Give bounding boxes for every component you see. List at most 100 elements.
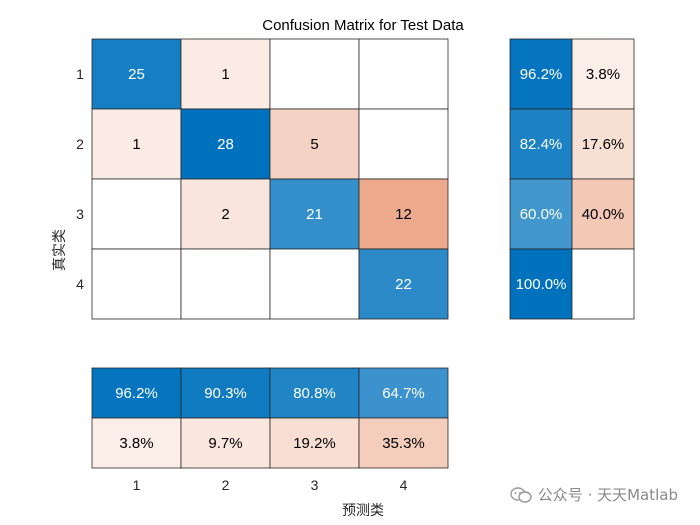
chart-title: Confusion Matrix for Test Data — [262, 17, 464, 34]
matrix-cell-1-3 — [269, 38, 360, 110]
x-axis-label: 预测类 — [342, 503, 384, 519]
column-summary-cell-2-4: 35.3% — [358, 417, 449, 469]
matrix-cell-1-4 — [358, 38, 449, 110]
matrix-cell-3-2-rect — [180, 178, 271, 250]
column-summary-cell-1-1-label: 96.2% — [115, 385, 158, 402]
column-summary-cell-1-2-rect — [180, 367, 271, 419]
matrix-cell-3-1-rect — [91, 178, 182, 250]
matrix-cell-4-2-rect — [180, 248, 271, 320]
row-summary-cell-2-2: 17.6% — [571, 108, 635, 180]
column-summary-grid: 96.2% 90.3% 80.8% 64.7% 3.8% 9.7% 19.2% 35.3% — [91, 367, 449, 469]
wechat-icon — [510, 486, 532, 503]
matrix-cell-2-3: 5 — [269, 108, 360, 180]
column-summary-cell-2-4-label: 35.3% — [382, 435, 425, 452]
y-tick-1: 1 — [76, 66, 84, 82]
row-summary-cell-2-2-rect — [571, 108, 635, 180]
column-summary-cell-1-3: 80.8% — [269, 367, 360, 419]
matrix-cell-4-3 — [269, 248, 360, 320]
row-summary-cell-1-1-rect — [509, 38, 573, 110]
watermark-text: 公众号 · 天天Matlab — [537, 486, 678, 504]
row-summary-cell-2-2-label: 17.6% — [582, 136, 625, 153]
matrix-cell-2-2-label: 28 — [217, 136, 234, 153]
row-summary-cell-3-2-label: 40.0% — [582, 206, 625, 223]
row-summary-cell-4-2 — [571, 248, 635, 320]
row-summary-cell-4-1-rect — [509, 248, 573, 320]
matrix-cell-3-2-label: 2 — [221, 206, 229, 223]
row-summary-cell-1-1: 96.2% — [509, 38, 573, 110]
matrix-cell-3-1 — [91, 178, 182, 250]
matrix-cell-3-4-rect — [358, 178, 449, 250]
column-summary-cell-2-4-rect — [358, 417, 449, 469]
matrix-cell-1-2: 1 — [180, 38, 271, 110]
watermark: 公众号 · 天天Matlab — [510, 484, 678, 505]
row-summary-cell-2-1-rect — [509, 108, 573, 180]
column-summary-cell-1-2: 90.3% — [180, 367, 271, 419]
row-summary-cell-4-1-label: 100.0% — [516, 276, 567, 293]
matrix-cell-4-4-label: 22 — [395, 276, 412, 293]
row-summary-cell-4-1: 100.0% — [509, 248, 573, 320]
column-summary-cell-2-1-label: 3.8% — [119, 435, 153, 452]
row-summary-cell-1-1-label: 96.2% — [520, 66, 563, 83]
y-tick-3: 3 — [76, 206, 84, 222]
row-summary-cell-2-1-label: 82.4% — [520, 136, 563, 153]
column-summary-cell-1-4-label: 64.7% — [382, 385, 425, 402]
matrix-cell-2-2: 28 — [180, 108, 271, 180]
matrix-cell-4-1-rect — [91, 248, 182, 320]
row-summary-cell-3-1: 60.0% — [509, 178, 573, 250]
matrix-cell-3-4: 12 — [358, 178, 449, 250]
matrix-cell-2-1: 1 — [91, 108, 182, 180]
matrix-cell-4-2 — [180, 248, 271, 320]
matrix-cell-2-1-rect — [91, 108, 182, 180]
y-tick-4: 4 — [76, 276, 84, 292]
matrix-cell-2-4-rect — [358, 108, 449, 180]
x-tick-4: 4 — [400, 477, 408, 493]
column-summary-cell-1-4-rect — [358, 367, 449, 419]
column-summary-cell-2-2-rect — [180, 417, 271, 469]
matrix-cell-1-1-label: 25 — [128, 66, 145, 83]
matrix-cell-4-4-rect — [358, 248, 449, 320]
row-summary-cell-3-2: 40.0% — [571, 178, 635, 250]
matrix-cell-4-1 — [91, 248, 182, 320]
matrix-cell-1-2-rect — [180, 38, 271, 110]
column-summary-cell-1-3-label: 80.8% — [293, 385, 336, 402]
column-summary-cell-2-3: 19.2% — [269, 417, 360, 469]
column-summary-cell-1-4: 64.7% — [358, 367, 449, 419]
row-summary-cell-1-2-rect — [571, 38, 635, 110]
matrix-cell-3-4-label: 12 — [395, 206, 412, 223]
matrix-cell-4-4: 22 — [358, 248, 449, 320]
column-summary-cell-1-1-rect — [91, 367, 182, 419]
column-summary-cell-2-2: 9.7% — [180, 417, 271, 469]
y-tick-2: 2 — [76, 136, 84, 152]
y-axis-label: 真实类 — [52, 229, 68, 271]
column-summary-cell-1-3-rect — [269, 367, 360, 419]
column-summary-cell-2-1-rect — [91, 417, 182, 469]
matrix-cell-2-3-rect — [269, 108, 360, 180]
matrix-cell-1-3-rect — [269, 38, 360, 110]
matrix-cell-3-3: 21 — [269, 178, 360, 250]
column-summary-cell-2-1: 3.8% — [91, 417, 182, 469]
column-summary-cell-2-3-label: 19.2% — [293, 435, 336, 452]
row-summary-cell-1-2-label: 3.8% — [586, 66, 620, 83]
row-summary-cell-3-2-rect — [571, 178, 635, 250]
x-tick-3: 3 — [311, 477, 319, 493]
row-summary-grid: 96.2% 3.8% 82.4% 17.6% 60.0% 40.0% 100.0% — [509, 38, 635, 320]
matrix-cell-2-4 — [358, 108, 449, 180]
column-summary-cell-2-2-label: 9.7% — [208, 435, 242, 452]
matrix-cell-2-3-label: 5 — [310, 136, 318, 153]
matrix-cell-3-3-label: 21 — [306, 206, 323, 223]
confusion-matrix-grid: 25 1 1 28 5 2 21 12 22 — [91, 38, 449, 320]
row-summary-cell-3-1-rect — [509, 178, 573, 250]
row-summary-cell-3-1-label: 60.0% — [520, 206, 563, 223]
x-tick-2: 2 — [222, 477, 230, 493]
matrix-cell-1-4-rect — [358, 38, 449, 110]
column-summary-cell-1-2-label: 90.3% — [204, 385, 247, 402]
x-tick-1: 1 — [133, 477, 141, 493]
row-summary-cell-1-2: 3.8% — [571, 38, 635, 110]
matrix-cell-1-1: 25 — [91, 38, 182, 110]
row-summary-cell-4-2-rect — [571, 248, 635, 320]
column-summary-cell-2-3-rect — [269, 417, 360, 469]
column-summary-cell-1-1: 96.2% — [91, 367, 182, 419]
matrix-cell-1-1-rect — [91, 38, 182, 110]
matrix-cell-3-2: 2 — [180, 178, 271, 250]
